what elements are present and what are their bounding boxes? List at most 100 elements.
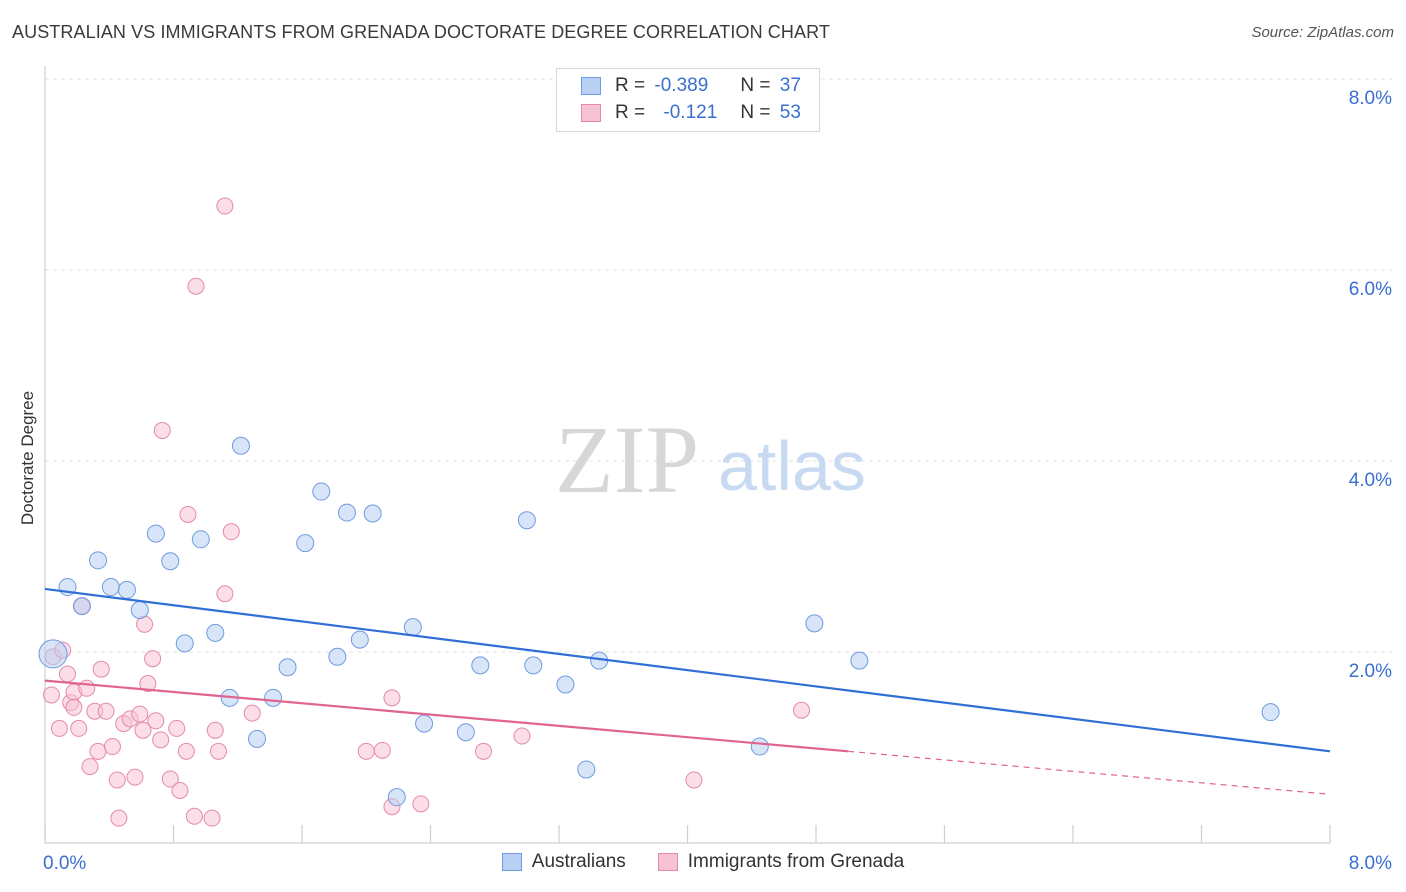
data-point-grenada [97, 702, 115, 720]
data-point-australians [117, 580, 136, 599]
data-point-australians [161, 552, 180, 571]
source-label: Source: ZipAtlas.com [1251, 24, 1394, 41]
tick-labels: 2.0% 4.0% 6.0% 8.0% 0.0% 8.0% [43, 88, 1392, 874]
legend-item-australians[interactable]: Australians [501, 851, 626, 873]
data-point-australians [72, 597, 91, 616]
data-point-australians [231, 436, 250, 455]
data-point-australians [264, 688, 283, 707]
chart-title: AUSTRALIAN VS IMMIGRANTS FROM GRENADA DO… [12, 22, 830, 42]
data-point-grenada [685, 771, 703, 789]
data-point-grenada [203, 809, 221, 827]
data-point-australians [130, 600, 149, 619]
y-tick-label: 6.0% [1349, 279, 1392, 300]
data-point-grenada [161, 770, 179, 788]
data-point-grenada [70, 719, 88, 737]
data-point-grenada [185, 807, 203, 825]
data-point-australians [415, 714, 434, 733]
trend-line-australians [44, 587, 1331, 753]
legend-item-grenada[interactable]: Immigrants from Grenada [657, 851, 905, 873]
trend-lines [44, 587, 1331, 795]
data-point-grenada [216, 585, 234, 603]
data-point-grenada [243, 704, 261, 722]
data-point-australians [101, 578, 120, 597]
data-point-australians [850, 651, 869, 670]
data-point-grenada [373, 741, 391, 759]
data-point-grenada [222, 523, 240, 541]
data-point-grenada [110, 809, 128, 827]
data-point-australians [146, 524, 165, 543]
legend-r-label: R = [615, 75, 646, 96]
data-point-australians [805, 614, 824, 633]
data-point-grenada [171, 781, 189, 799]
legend-label-grenada: Immigrants from Grenada [687, 851, 905, 872]
y-tick-label: 2.0% [1349, 661, 1392, 682]
data-point-australians [337, 503, 356, 522]
data-point-grenada [179, 505, 197, 523]
data-point-australians [350, 630, 369, 649]
legend-row-australians: R = -0.389 N = 37 [581, 74, 801, 98]
data-point-australians [456, 723, 475, 742]
data-point-grenada [134, 721, 152, 739]
data-point-australians [191, 530, 210, 549]
data-point-australians [556, 675, 575, 694]
data-point-grenada [78, 679, 96, 697]
trend-line-grenada [44, 679, 849, 753]
data-point-grenada [168, 719, 186, 737]
data-point-grenada [513, 727, 531, 745]
data-point-grenada [103, 738, 121, 756]
data-point-grenada [50, 719, 68, 737]
data-point-australians [328, 647, 347, 666]
data-point-australians [517, 511, 536, 530]
legend-swatch-australians [581, 77, 601, 95]
data-point-grenada [383, 689, 401, 707]
legend-r-label: R = [615, 102, 646, 123]
data-point-grenada [108, 771, 126, 789]
data-point-grenada [131, 705, 149, 723]
legend-n-label: N = [740, 75, 771, 96]
data-point-australians [577, 760, 596, 779]
data-point-grenada [92, 660, 110, 678]
y-tick-label: 8.0% [1349, 88, 1392, 109]
data-point-australians [524, 656, 543, 675]
series-legend: Australians Immigrants from Grenada [0, 851, 1406, 873]
legend-r-value: -0.121 [663, 102, 718, 123]
data-point-grenada [58, 665, 76, 683]
data-point-grenada [81, 758, 99, 776]
data-point-grenada [206, 721, 224, 739]
data-point-grenada [153, 421, 171, 439]
data-point-grenada [187, 277, 205, 295]
legend-n-value: 53 [779, 102, 801, 123]
data-point-australians [312, 482, 331, 501]
data-point-australians [403, 618, 422, 637]
watermark-atlas: atlas [718, 427, 866, 505]
legend-n-label: N = [740, 102, 771, 123]
data-point-australians [206, 623, 225, 642]
data-point-australians [387, 788, 406, 807]
data-point-australians [89, 551, 108, 570]
data-point-grenada [357, 742, 375, 760]
data-point-grenada [216, 197, 234, 215]
legend-r-value: -0.389 [654, 75, 709, 96]
data-point-australians [248, 729, 267, 748]
legend-swatch-grenada [657, 853, 678, 871]
data-point-grenada [126, 768, 144, 786]
data-point-grenada [793, 701, 811, 719]
data-point-grenada [475, 742, 493, 760]
data-point-grenada [152, 731, 170, 749]
data-point-australians [38, 639, 68, 669]
data-point-australians [471, 656, 490, 675]
data-point-grenada [139, 675, 157, 693]
legend-swatch-grenada [581, 104, 601, 122]
data-point-australians [750, 737, 769, 756]
legend-swatch-australians [501, 853, 522, 871]
data-point-grenada [147, 712, 165, 730]
data-point-grenada [42, 686, 60, 704]
legend-n-value: 37 [779, 75, 801, 96]
series-grenada-points [42, 197, 811, 827]
data-point-grenada [177, 742, 195, 760]
trend-line-grenada-extension [848, 750, 1331, 795]
data-point-australians [278, 658, 297, 677]
data-point-australians [296, 534, 315, 553]
data-point-australians [175, 634, 194, 653]
